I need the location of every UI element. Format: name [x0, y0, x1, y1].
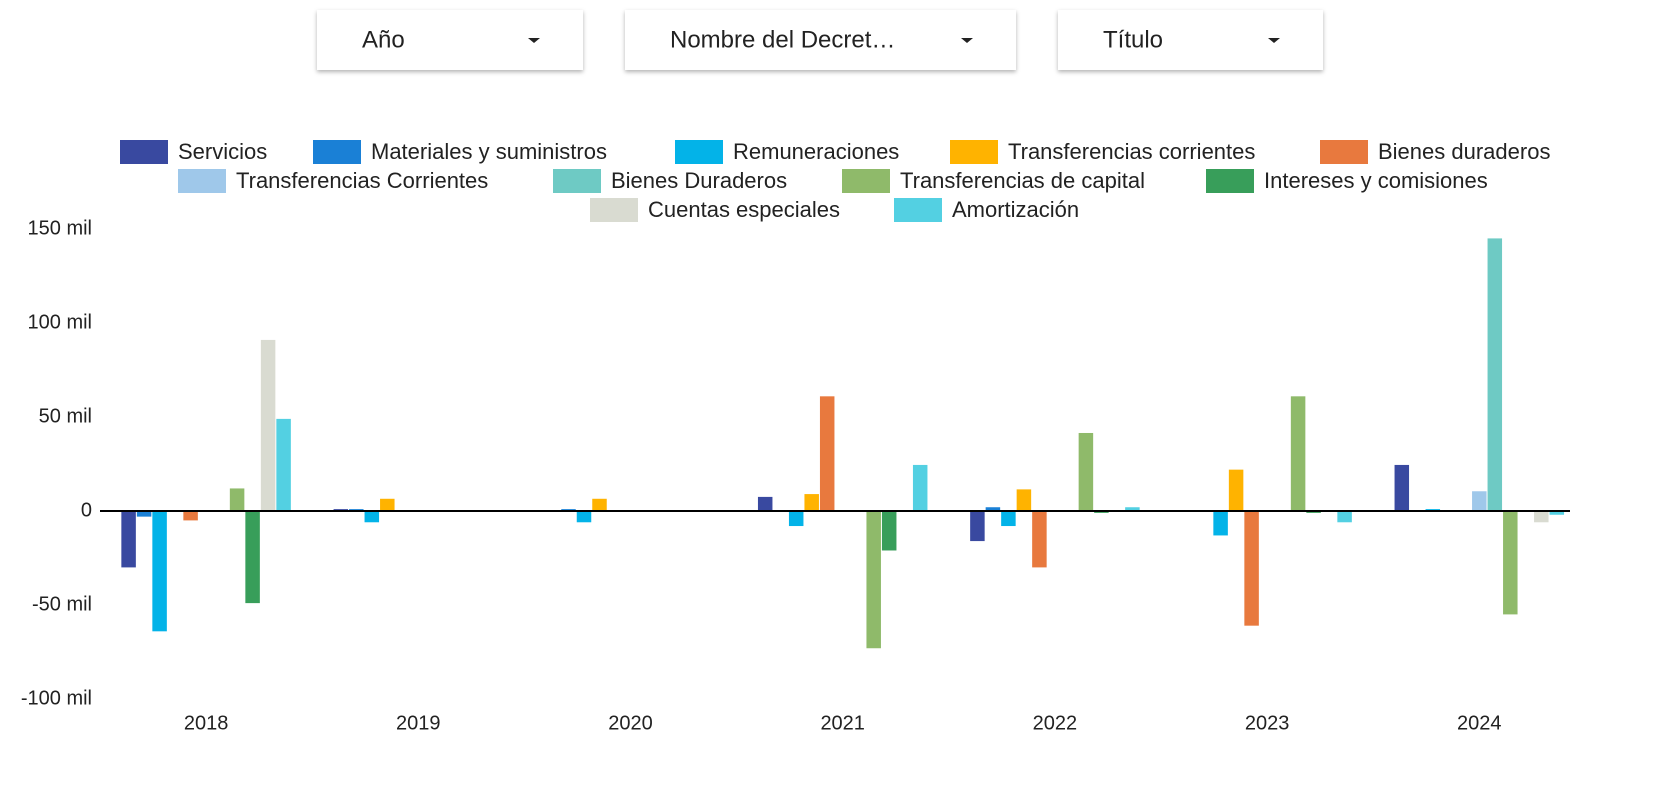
- bar: [229, 488, 245, 511]
- legend-swatch: [590, 198, 638, 222]
- legend-label: Transferencias corrientes: [1008, 139, 1255, 164]
- legend-label: Amortización: [952, 197, 1079, 222]
- bar: [788, 511, 804, 527]
- dropdown-box[interactable]: [1058, 10, 1323, 70]
- y-tick-label: 0: [81, 499, 92, 521]
- legend-swatch: [1320, 140, 1368, 164]
- bar: [276, 418, 291, 511]
- bar: [1534, 511, 1549, 523]
- bar: [152, 511, 167, 632]
- legend-label: Intereses y comisiones: [1264, 168, 1488, 193]
- y-tick-label: 100 mil: [28, 311, 92, 333]
- bar: [260, 339, 276, 511]
- x-tick-label: 2022: [1033, 712, 1078, 734]
- bar: [136, 511, 152, 517]
- bar: [1503, 511, 1518, 615]
- dropdown-arrow[interactable]: [528, 38, 540, 43]
- bar: [1549, 511, 1565, 515]
- y-tick-label: 50 mil: [39, 405, 92, 427]
- bar: [866, 511, 881, 649]
- dropdown-label[interactable]: Año: [362, 26, 405, 53]
- legend-swatch: [842, 169, 890, 193]
- legend-label: Materiales y suministros: [371, 139, 607, 164]
- bar: [1290, 396, 1306, 511]
- bar: [245, 511, 260, 604]
- dropdown-arrow[interactable]: [1268, 38, 1280, 43]
- legend-swatch: [313, 140, 361, 164]
- bar: [1213, 511, 1228, 536]
- x-tick-label: 2020: [608, 712, 653, 734]
- bar: [121, 511, 136, 568]
- y-tick-label: -100 mil: [21, 687, 92, 709]
- bar: [819, 396, 835, 511]
- bar: [757, 496, 773, 511]
- bar: [1016, 489, 1032, 511]
- bar: [380, 498, 395, 511]
- legend-label: Bienes Duraderos: [611, 168, 787, 193]
- bar: [1032, 511, 1047, 568]
- bar: [1001, 511, 1016, 527]
- legend-label: Cuentas especiales: [648, 197, 840, 222]
- bar: [1125, 507, 1140, 511]
- x-tick-label: 2019: [396, 712, 441, 734]
- legend-label: Bienes duraderos: [1378, 139, 1550, 164]
- legend-swatch: [675, 140, 723, 164]
- bar: [970, 511, 985, 542]
- bar: [1228, 469, 1244, 511]
- bar: [1472, 491, 1487, 511]
- dropdown-box[interactable]: [625, 10, 1016, 70]
- bar: [592, 498, 607, 511]
- x-tick-label: 2018: [184, 712, 229, 734]
- dropdown-label[interactable]: Nombre del Decret…: [670, 26, 895, 53]
- legend-label: Remuneraciones: [733, 139, 899, 164]
- bar: [881, 511, 897, 551]
- legend-swatch: [553, 169, 601, 193]
- bar: [912, 464, 928, 511]
- bar: [1244, 511, 1259, 626]
- bar: [1337, 511, 1352, 523]
- bar: [576, 511, 592, 523]
- bar: [1078, 432, 1094, 511]
- dropdown-box[interactable]: [317, 10, 583, 70]
- filter-titulo[interactable]: Título: [1058, 10, 1323, 70]
- x-tick-label: 2024: [1457, 712, 1502, 734]
- x-tick-label: 2021: [820, 712, 865, 734]
- legend-swatch: [950, 140, 998, 164]
- legend-swatch: [120, 140, 168, 164]
- y-tick-label: -50 mil: [32, 593, 92, 615]
- filter-decreto[interactable]: Nombre del Decret…: [625, 10, 1016, 70]
- dropdown-arrow[interactable]: [961, 38, 973, 43]
- bar: [183, 511, 198, 521]
- filter-ano[interactable]: Año: [317, 10, 583, 70]
- legend-label: Transferencias de capital: [900, 168, 1145, 193]
- bar: [1487, 238, 1503, 511]
- legend-label: Transferencias Corrientes: [236, 168, 488, 193]
- bar: [985, 507, 1001, 511]
- bar: [804, 494, 819, 511]
- y-tick-label: 150 mil: [28, 217, 92, 239]
- bar: [364, 511, 380, 523]
- legend-swatch: [178, 169, 226, 193]
- x-tick-label: 2023: [1245, 712, 1290, 734]
- dropdown-label[interactable]: Título: [1103, 26, 1163, 53]
- bar: [1394, 464, 1410, 511]
- legend-label: Servicios: [178, 139, 267, 164]
- legend-swatch: [1206, 169, 1254, 193]
- legend-swatch: [894, 198, 942, 222]
